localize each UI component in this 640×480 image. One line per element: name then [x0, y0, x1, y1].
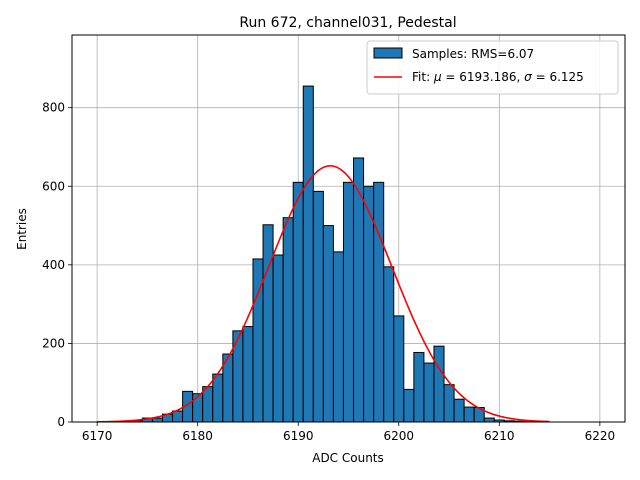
histogram-bar	[373, 181, 385, 423]
histogram-bar	[483, 417, 495, 423]
x-tick-label: 6210	[484, 429, 515, 443]
histogram-bar	[272, 254, 284, 423]
x-tick-label: 6200	[383, 429, 414, 443]
x-tick-label: 6190	[283, 429, 314, 443]
legend-patch-samples	[373, 47, 403, 59]
x-axis-ticks: 6170 6180 6190 6200 6210 6220	[82, 422, 615, 443]
histogram-bar	[302, 85, 314, 423]
histogram-bar	[403, 388, 415, 423]
histogram-bar	[312, 190, 324, 423]
histogram-bar	[212, 373, 224, 423]
histogram-bar	[192, 393, 204, 423]
y-axis-ticks: 0 200 400 600 800	[42, 101, 72, 429]
histogram-bar	[151, 417, 163, 423]
histogram-bar	[443, 384, 455, 423]
y-tick-label: 0	[57, 415, 65, 429]
histogram-bar	[292, 181, 304, 423]
histogram-bar	[172, 410, 184, 423]
y-axis-label: Entries	[15, 208, 29, 250]
histogram-bar	[202, 386, 214, 423]
histogram-bar	[322, 225, 334, 423]
histogram-bar	[413, 351, 425, 423]
x-tick-label: 6180	[182, 429, 213, 443]
histogram-bar	[433, 345, 445, 423]
histogram-bar	[262, 224, 274, 423]
y-tick-label: 400	[42, 258, 65, 272]
histogram-bar	[282, 217, 294, 423]
legend-label-fit: Fit: μ = 6193.186, σ = 6.125	[412, 70, 584, 84]
histogram-bar	[463, 406, 475, 423]
legend-label-samples: Samples: RMS=6.07	[412, 47, 534, 61]
histogram-bar	[342, 181, 355, 423]
histogram-bar	[393, 315, 405, 423]
chart-title: Run 672, channel031, Pedestal	[239, 15, 456, 31]
histogram-bar	[242, 326, 254, 423]
x-tick-label: 6220	[585, 429, 616, 443]
x-axis-label: ADC Counts	[312, 451, 384, 465]
legend: Samples: RMS=6.07 Fit: μ = 6193.186, σ =…	[366, 40, 619, 95]
x-tick-label: 6170	[82, 429, 113, 443]
histogram-bar	[332, 251, 344, 423]
histogram-bar	[423, 362, 435, 423]
y-tick-label: 600	[42, 179, 65, 193]
y-tick-label: 800	[42, 101, 65, 115]
histogram-bar	[453, 398, 465, 423]
fit-curve	[97, 165, 550, 423]
histogram-bar	[363, 185, 375, 423]
legend-box	[366, 40, 619, 95]
y-tick-label: 200	[42, 336, 65, 350]
plot-frame	[71, 34, 626, 423]
histogram-bar	[383, 266, 395, 423]
